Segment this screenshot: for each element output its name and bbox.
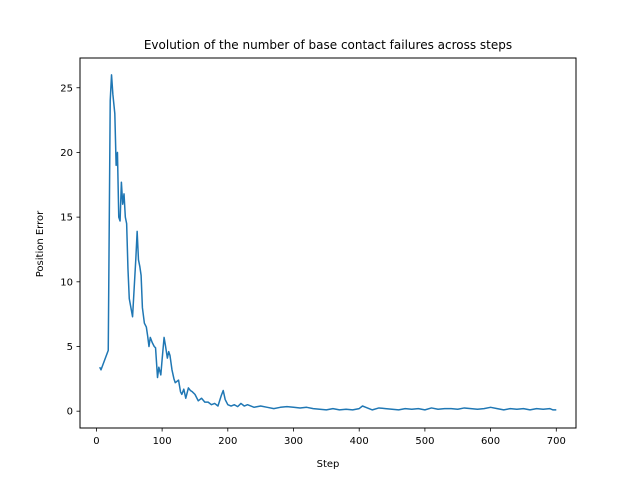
y-axis-label: Position Error <box>35 210 46 277</box>
x-tick-label: 700 <box>547 436 566 447</box>
x-tick-label: 400 <box>350 436 369 447</box>
y-tick-label: 25 <box>60 83 73 94</box>
plot-frame <box>79 57 577 429</box>
x-tick-label: 600 <box>481 436 500 447</box>
x-axis: 0 100 200 300 400 500 600 700 <box>93 428 566 447</box>
x-tick-label: 300 <box>284 436 303 447</box>
y-tick-label: 0 <box>67 407 73 418</box>
x-tick-label: 500 <box>415 436 434 447</box>
y-tick-label: 20 <box>60 148 73 159</box>
y-axis: 0 5 10 15 20 25 <box>60 83 80 418</box>
plot-area <box>99 74 557 411</box>
series-line-0 <box>99 74 557 411</box>
x-tick-label: 200 <box>218 436 237 447</box>
y-tick-label: 5 <box>67 342 73 353</box>
x-tick-label: 100 <box>153 436 172 447</box>
x-tick-label: 0 <box>93 436 99 447</box>
y-tick-label: 15 <box>60 213 73 224</box>
x-axis-label: Step <box>317 459 340 470</box>
chart-title: Evolution of the number of base contact … <box>144 38 512 52</box>
y-tick-label: 10 <box>60 277 73 288</box>
